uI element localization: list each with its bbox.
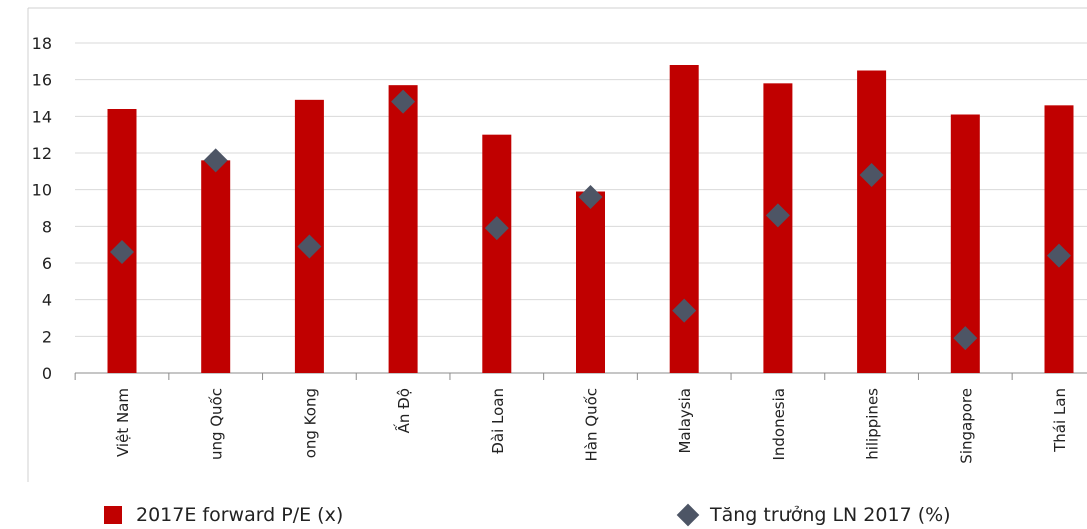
legend-bar-item: 2017E forward P/E (x) [104,504,343,526]
y-tick-label: 16 [32,71,52,90]
x-tick-label: Đài Loan [489,388,507,454]
y-tick-label: 0 [42,364,52,383]
bar [482,134,512,373]
bar [669,65,699,373]
y-tick-label: 6 [42,254,52,273]
marker-diamond [203,148,228,173]
bar [857,70,887,373]
x-tick-label: Ấn Độ [392,388,413,433]
bar [1044,105,1074,373]
y-tick-label: 10 [32,181,52,200]
marker-diamond [484,216,509,241]
x-tick-label: Indonesia [770,388,788,461]
marker-diamond [297,234,322,259]
marker-diamond [672,298,697,323]
bar [763,83,793,373]
bar [201,160,231,373]
y-tick-label: 8 [42,217,52,236]
x-tick-label: Việt Nam [114,388,132,457]
marker-diamond [1047,243,1071,268]
y-tick-label: 14 [32,107,52,126]
legend-marker-swatch [676,503,700,527]
x-tick-label: Malaysia [676,388,694,454]
x-tick-label: Singapore [957,388,975,464]
legend-marker-item: Tăng trưởng LN 2017 (%) [676,503,951,527]
y-tick-label: 12 [32,144,52,163]
bar [576,191,605,373]
bar [388,85,418,374]
marker-diamond [110,240,134,264]
x-tick-label: ung Quốc [208,388,226,460]
marker-diamond [953,326,978,351]
x-tick-label: hilippines [864,388,882,460]
legend-marker-label: Tăng trưởng LN 2017 (%) [710,504,951,526]
y-tick-label: 4 [42,291,52,310]
marker-diamond [765,203,790,228]
chart-svg: 0 2 4 6 8 10 12 14 16 18 Việt Nam ung Quốc ong Kong Ấ… [27,7,1087,482]
y-tick-label: 18 [32,34,52,53]
marker-diamond [859,163,884,187]
x-tick-label: ong Kong [301,388,319,458]
marker-diamond [391,89,416,114]
legend-bar-label: 2017E forward P/E (x) [136,504,344,526]
y-tick-label: 2 [42,327,52,346]
x-tick-label: Hàn Quốc [583,388,601,461]
marker-diamond [578,185,603,209]
x-tick-label: Thái Lan [1051,388,1069,453]
legend-bar-swatch [104,506,122,524]
